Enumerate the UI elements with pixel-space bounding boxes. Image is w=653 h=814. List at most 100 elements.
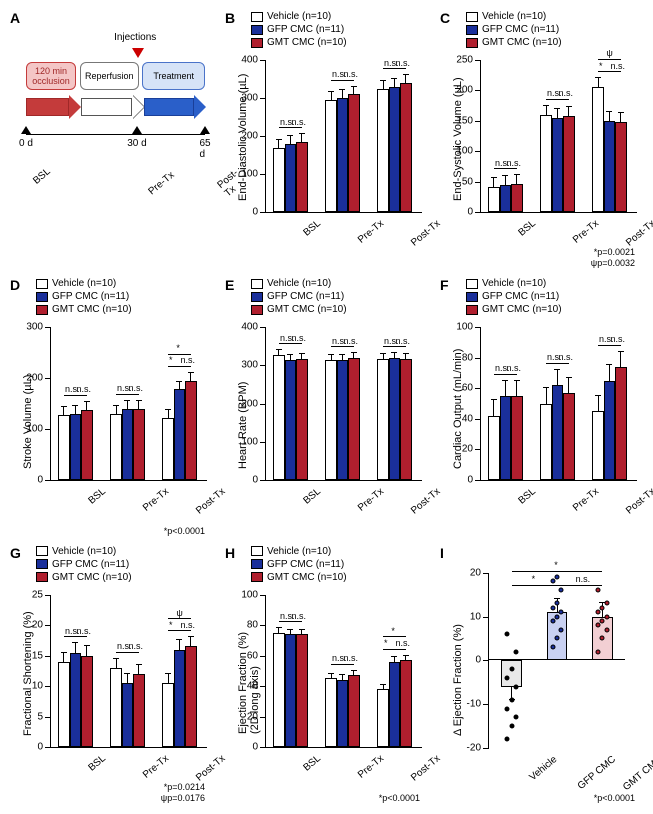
ytick-icon	[475, 182, 481, 183]
ytick-icon	[475, 212, 481, 213]
errorbar-cap-icon	[276, 349, 282, 350]
ytick-icon	[475, 449, 481, 450]
ytick-label: 400	[241, 55, 258, 66]
errorbar-icon	[168, 410, 169, 418]
data-point-icon	[555, 636, 560, 641]
ytick-label: 20	[247, 711, 258, 722]
ytick-label: 0	[252, 742, 258, 753]
ytick-icon	[260, 365, 266, 366]
bar	[511, 184, 522, 212]
data-point-icon	[514, 649, 519, 654]
sig-bracket-icon	[394, 649, 405, 650]
data-point-icon	[550, 605, 555, 610]
sig-bracket-icon	[279, 621, 290, 622]
ytick-icon	[45, 480, 51, 481]
sig-label: n.s.	[343, 336, 358, 346]
sig-bracket-icon	[168, 630, 179, 631]
panel-F-legend: Vehicle (n=10) GFP CMC (n=11) GMT CMC (n…	[466, 277, 562, 316]
errorbar-cap-icon	[287, 629, 293, 630]
bar	[377, 89, 388, 213]
red-arrow-icon	[26, 98, 69, 116]
errorbar-cap-icon	[339, 89, 345, 90]
sig-label: n.s.	[76, 384, 91, 394]
sig-bracket-icon	[383, 649, 394, 650]
panel-I-label: I	[440, 545, 444, 561]
ytick-icon	[260, 686, 266, 687]
legend-gmt: GMT CMC (n=10)	[482, 36, 562, 49]
xcat-label: BSL	[86, 486, 108, 507]
errorbar-icon	[301, 134, 302, 142]
sig-bracket-icon	[494, 374, 505, 375]
errorbar-icon	[405, 354, 406, 359]
errorbar-cap-icon	[403, 655, 409, 656]
errorbar-icon	[546, 388, 547, 403]
data-point-icon	[595, 649, 600, 654]
sig-bracket-icon	[179, 630, 190, 631]
red-arrow-head-icon	[69, 95, 81, 119]
errorbar-icon	[342, 675, 343, 680]
xcat-label: Pre-Tx	[141, 753, 171, 781]
errorbar-icon	[383, 81, 384, 89]
errorbar-icon	[342, 355, 343, 360]
ytick-icon	[260, 747, 266, 748]
errorbar-icon	[86, 646, 87, 655]
sig-label: n.s.	[128, 641, 143, 651]
timeline-tick-icon	[21, 126, 31, 134]
white-arrow-icon	[81, 98, 131, 116]
panel-E-legend: Vehicle (n=10) GFP CMC (n=11) GMT CMC (n…	[251, 277, 347, 316]
sig-label: n.s.	[395, 58, 410, 68]
sig-label: *	[176, 343, 180, 353]
bar	[389, 87, 400, 213]
panel-D-ytitle: Stroke Volume (µL)	[22, 374, 34, 468]
ytick-label: 300	[241, 93, 258, 104]
bar	[70, 414, 81, 480]
sig-label: n.s.	[291, 117, 306, 127]
sig-bracket-icon	[116, 394, 127, 395]
bar	[377, 689, 388, 747]
panel-B-legend: Vehicle (n=10) GFP CMC (n=11) GMT CMC (n…	[251, 10, 347, 49]
panel-E: E Vehicle (n=10) GFP CMC (n=11) GMT CMC …	[223, 275, 430, 538]
data-point-icon	[595, 610, 600, 615]
xcat-label: BSL	[301, 753, 323, 774]
bar	[400, 359, 411, 480]
data-point-icon	[550, 618, 555, 623]
errorbar-icon	[190, 373, 191, 381]
errorbar-icon	[86, 402, 87, 410]
errorbar-icon	[331, 674, 332, 679]
errorbar-cap-icon	[351, 86, 357, 87]
bar	[563, 116, 574, 212]
errorbar-icon	[116, 406, 117, 414]
sig-label: n.s.	[576, 574, 591, 584]
bar	[81, 410, 92, 480]
errorbar-icon	[342, 90, 343, 98]
ytick-label: 20	[470, 567, 481, 578]
treatment-box: Treatment	[142, 62, 205, 90]
sig-label: n.s.	[558, 352, 573, 362]
sig-bracket-icon	[546, 363, 557, 364]
xcat-label: Post-Tx	[624, 486, 653, 517]
sig-bracket-icon	[383, 346, 394, 347]
ytick-icon	[45, 717, 51, 718]
panel-I-plot: -20-1001020VehicleGFP CMCGMT CMC*n.s.*	[488, 573, 625, 748]
sig-label: n.s.	[610, 334, 625, 344]
xcat-label: Post-Tx	[624, 218, 653, 249]
ytick-label: 0	[252, 474, 258, 485]
xcat-label: Pre-Tx	[356, 218, 386, 246]
ytick-label: 60	[247, 650, 258, 661]
errorbar-icon	[75, 643, 76, 652]
ytick-icon	[45, 595, 51, 596]
ytick-icon	[260, 212, 266, 213]
sig-bracket-icon	[331, 80, 342, 81]
data-point-icon	[509, 667, 514, 672]
ytick-label: 100	[456, 146, 473, 157]
errorbar-cap-icon	[287, 135, 293, 136]
errorbar-icon	[290, 136, 291, 144]
ytick-label: 15	[32, 650, 43, 661]
sig-bracket-icon	[394, 68, 405, 69]
ytick-label: 60	[462, 383, 473, 394]
sig-label: *	[599, 61, 603, 71]
bar	[604, 381, 615, 480]
panel-C-legend: Vehicle (n=10) GFP CMC (n=11) GMT CMC (n…	[466, 10, 562, 49]
bar	[500, 396, 511, 480]
data-point-icon	[514, 684, 519, 689]
